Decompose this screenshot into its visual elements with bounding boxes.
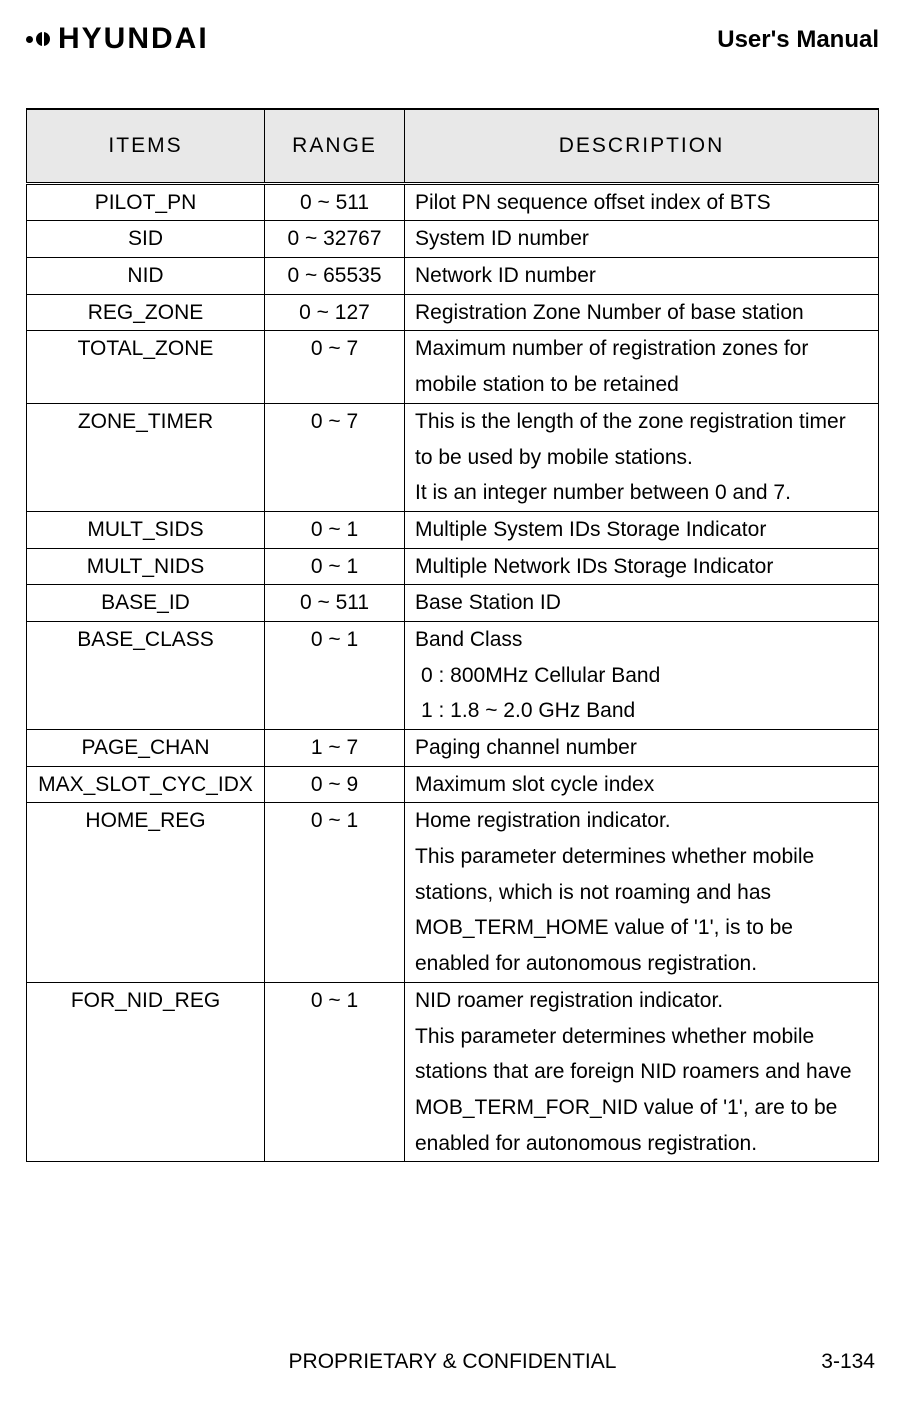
- cell-description: Registration Zone Number of base station: [405, 294, 879, 331]
- desc-line: Base Station ID: [415, 585, 868, 621]
- cell-description: Base Station ID: [405, 585, 879, 622]
- cell-description: Home registration indicator.This paramet…: [405, 803, 879, 982]
- desc-line: This parameter determines whether mobile…: [415, 839, 868, 982]
- cell-range: 0 ~ 1: [265, 621, 405, 729]
- cell-item: FOR_NID_REG: [27, 982, 265, 1161]
- footer-center: PROPRIETARY & CONFIDENTIAL: [289, 1350, 617, 1374]
- cell-range: 0 ~ 1: [265, 982, 405, 1161]
- table-row: MULT_SIDS0 ~ 1 Multiple System IDs Storag…: [27, 511, 879, 548]
- cell-range: 0 ~ 65535: [265, 258, 405, 295]
- cell-range: 0 ~ 1: [265, 511, 405, 548]
- cell-description: Paging channel number: [405, 730, 879, 767]
- cell-item: HOME_REG: [27, 803, 265, 982]
- cell-item: MAX_SLOT_CYC_IDX: [27, 766, 265, 803]
- table-body: PILOT_PN0 ~ 511Pilot PN sequence offset …: [27, 183, 879, 1162]
- cell-item: MULT_SIDS: [27, 511, 265, 548]
- cell-range: 0 ~ 511: [265, 183, 405, 221]
- cell-item: BASE_CLASS: [27, 621, 265, 729]
- cell-range: 0 ~ 127: [265, 294, 405, 331]
- desc-line: Multiple System IDs Storage Indicator: [415, 512, 868, 548]
- desc-line: 0 : 800MHz Cellular Band: [415, 658, 868, 694]
- cell-item: REG_ZONE: [27, 294, 265, 331]
- cell-description: Maximum number of registration zones for…: [405, 331, 879, 403]
- desc-line: Multiple Network IDs Storage Indicator: [415, 549, 868, 585]
- col-header-description: DESCRIPTION: [405, 109, 879, 183]
- col-header-items: ITEMS: [27, 109, 265, 183]
- cell-item: NID: [27, 258, 265, 295]
- cell-description: Multiple System IDs Storage Indicator: [405, 511, 879, 548]
- table-row: MAX_SLOT_CYC_IDX0 ~ 9 Maximum slot cycle …: [27, 766, 879, 803]
- cell-item: PAGE_CHAN: [27, 730, 265, 767]
- parameter-table: ITEMS RANGE DESCRIPTION PILOT_PN0 ~ 511P…: [26, 108, 879, 1162]
- desc-line: Maximum number of registration zones for…: [415, 331, 868, 402]
- table-row: NID0 ~ 65535 Network ID number: [27, 258, 879, 295]
- table-row: HOME_REG0 ~ 1Home registration indicator…: [27, 803, 879, 982]
- cell-description: NID roamer registration indicator.This p…: [405, 982, 879, 1161]
- desc-line: 1 : 1.8 ~ 2.0 GHz Band: [415, 693, 868, 729]
- desc-line: Maximum slot cycle index: [415, 767, 868, 803]
- cell-range: 0 ~ 9: [265, 766, 405, 803]
- cell-item: TOTAL_ZONE: [27, 331, 265, 403]
- desc-line: This is the length of the zone registrat…: [415, 404, 868, 475]
- table-header-row: ITEMS RANGE DESCRIPTION: [27, 109, 879, 183]
- table-row: TOTAL_ZONE0 ~ 7Maximum number of registr…: [27, 331, 879, 403]
- desc-line: System ID number: [415, 221, 868, 257]
- cell-range: 1 ~ 7: [265, 730, 405, 767]
- cell-description: System ID number: [405, 221, 879, 258]
- cell-item: ZONE_TIMER: [27, 403, 265, 511]
- table-row: BASE_CLASS0 ~ 1Band Class 0 : 800MHz Cel…: [27, 621, 879, 729]
- desc-line: Home registration indicator.: [415, 803, 868, 839]
- cell-item: SID: [27, 221, 265, 258]
- table-row: PILOT_PN0 ~ 511 Pilot PN sequence offset …: [27, 183, 879, 221]
- cell-range: 0 ~ 7: [265, 403, 405, 511]
- page-title: User's Manual: [717, 22, 879, 54]
- cell-description: Network ID number: [405, 258, 879, 295]
- logo-icon: [26, 32, 50, 46]
- cell-range: 0 ~ 7: [265, 331, 405, 403]
- cell-description: Band Class 0 : 800MHz Cellular Band 1 : …: [405, 621, 879, 729]
- desc-line: Paging channel number: [415, 730, 868, 766]
- desc-line: This parameter determines whether mobile…: [415, 1019, 868, 1162]
- table-row: ZONE_TIMER0 ~ 7This is the length of the…: [27, 403, 879, 511]
- cell-item: PILOT_PN: [27, 183, 265, 221]
- page-header: HYUNDAI User's Manual: [26, 22, 879, 56]
- cell-item: MULT_NIDS: [27, 548, 265, 585]
- desc-line: Band Class: [415, 622, 868, 658]
- footer-page-number: 3-134: [821, 1350, 875, 1374]
- cell-description: Multiple Network IDs Storage Indicator: [405, 548, 879, 585]
- table-row: PAGE_CHAN1 ~ 7 Paging channel number: [27, 730, 879, 767]
- cell-description: Maximum slot cycle index: [405, 766, 879, 803]
- table-row: FOR_NID_REG0 ~ 1NID roamer registration …: [27, 982, 879, 1161]
- cell-description: This is the length of the zone registrat…: [405, 403, 879, 511]
- table-row: BASE_ID0 ~ 511 Base Station ID: [27, 585, 879, 622]
- table-row: REG_ZONE0 ~ 127 Registration Zone Number …: [27, 294, 879, 331]
- desc-line: NID roamer registration indicator.: [415, 983, 868, 1019]
- table-row: MULT_NIDS0 ~ 1 Multiple Network IDs Stora…: [27, 548, 879, 585]
- brand-text: HYUNDAI: [58, 22, 209, 56]
- brand-logo: HYUNDAI: [26, 22, 209, 56]
- desc-line: Registration Zone Number of base station: [415, 295, 868, 331]
- cell-range: 0 ~ 32767: [265, 221, 405, 258]
- desc-line: It is an integer number between 0 and 7.: [415, 475, 868, 511]
- cell-description: Pilot PN sequence offset index of BTS: [405, 183, 879, 221]
- desc-line: Network ID number: [415, 258, 868, 294]
- table-row: SID0 ~ 32767 System ID number: [27, 221, 879, 258]
- page-footer: PROPRIETARY & CONFIDENTIAL 3-134: [0, 1350, 905, 1374]
- cell-item: BASE_ID: [27, 585, 265, 622]
- cell-range: 0 ~ 1: [265, 803, 405, 982]
- col-header-range: RANGE: [265, 109, 405, 183]
- cell-range: 0 ~ 511: [265, 585, 405, 622]
- desc-line: Pilot PN sequence offset index of BTS: [415, 185, 868, 221]
- cell-range: 0 ~ 1: [265, 548, 405, 585]
